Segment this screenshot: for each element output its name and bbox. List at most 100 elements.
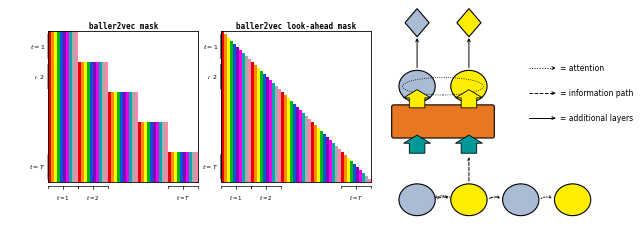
Bar xyxy=(132,167,135,170)
Text: = information path: = information path xyxy=(559,89,633,98)
Bar xyxy=(233,64,236,68)
Bar xyxy=(248,104,251,107)
Bar xyxy=(63,80,66,83)
Bar xyxy=(96,107,99,110)
Bar xyxy=(254,83,257,86)
Bar xyxy=(75,68,78,71)
Bar xyxy=(96,161,99,164)
Bar xyxy=(57,152,60,155)
Bar xyxy=(254,101,257,104)
Bar xyxy=(287,125,290,128)
Bar xyxy=(163,125,165,128)
Bar xyxy=(174,152,177,155)
Bar xyxy=(260,119,263,122)
Bar xyxy=(75,107,78,110)
Bar xyxy=(335,173,338,176)
Bar xyxy=(281,143,284,146)
Bar xyxy=(329,173,332,176)
Bar xyxy=(177,152,180,155)
Bar xyxy=(245,119,248,122)
Bar xyxy=(266,116,269,119)
Bar xyxy=(78,107,81,110)
Bar xyxy=(311,155,314,158)
Bar xyxy=(54,64,57,68)
Bar xyxy=(111,152,114,155)
Bar xyxy=(353,173,356,176)
Bar xyxy=(66,122,69,125)
Bar xyxy=(96,158,99,161)
Bar xyxy=(123,158,126,161)
Bar xyxy=(72,68,75,71)
Bar xyxy=(69,119,72,122)
Bar xyxy=(272,113,275,116)
Bar xyxy=(227,170,230,173)
Bar xyxy=(248,68,251,71)
Bar xyxy=(129,149,132,152)
Bar xyxy=(57,170,60,173)
Bar xyxy=(266,155,269,158)
Bar xyxy=(78,176,81,179)
Bar xyxy=(338,158,341,161)
Bar xyxy=(93,98,96,101)
Bar xyxy=(120,122,123,125)
Bar xyxy=(60,35,63,37)
Bar xyxy=(72,110,75,113)
Bar xyxy=(257,101,260,104)
Bar xyxy=(254,158,257,161)
Bar xyxy=(63,113,66,116)
Bar xyxy=(305,137,308,140)
Bar xyxy=(353,170,356,173)
Bar xyxy=(257,95,260,98)
Bar xyxy=(272,152,275,155)
Bar xyxy=(66,64,69,68)
Bar xyxy=(251,131,254,134)
Bar xyxy=(54,116,57,119)
Bar xyxy=(224,137,227,140)
Bar xyxy=(260,107,263,110)
Bar xyxy=(242,116,245,119)
Bar xyxy=(81,155,84,158)
Bar xyxy=(63,32,66,35)
Bar xyxy=(159,152,163,155)
Bar xyxy=(236,140,239,143)
Bar xyxy=(72,173,75,176)
Bar xyxy=(227,47,230,49)
Bar xyxy=(293,134,296,137)
Bar xyxy=(299,131,302,134)
Bar xyxy=(99,76,102,80)
Bar xyxy=(236,68,239,71)
Bar xyxy=(90,113,93,116)
Bar xyxy=(48,176,51,179)
Bar xyxy=(63,62,66,64)
Bar xyxy=(102,152,105,155)
Bar xyxy=(84,128,87,131)
Bar xyxy=(242,179,245,182)
Bar xyxy=(168,167,172,170)
Bar xyxy=(221,44,224,47)
Bar xyxy=(60,95,63,98)
Bar xyxy=(308,167,311,170)
Bar xyxy=(102,137,105,140)
Bar xyxy=(224,35,227,37)
Bar xyxy=(60,59,63,62)
Bar xyxy=(323,143,326,146)
Bar xyxy=(54,170,57,173)
Bar xyxy=(281,95,284,98)
Bar xyxy=(263,131,266,134)
Bar xyxy=(93,152,96,155)
Bar xyxy=(302,176,305,179)
Bar xyxy=(278,104,281,107)
Bar xyxy=(359,176,362,179)
Bar xyxy=(302,113,305,116)
Bar xyxy=(81,170,84,173)
Bar xyxy=(266,125,269,128)
Bar xyxy=(184,164,186,167)
Bar xyxy=(111,149,114,152)
Bar xyxy=(320,137,323,140)
Bar xyxy=(138,152,141,155)
Bar xyxy=(90,140,93,143)
Bar xyxy=(69,128,72,131)
Bar xyxy=(63,173,66,176)
Bar xyxy=(320,158,323,161)
Bar xyxy=(320,134,323,137)
